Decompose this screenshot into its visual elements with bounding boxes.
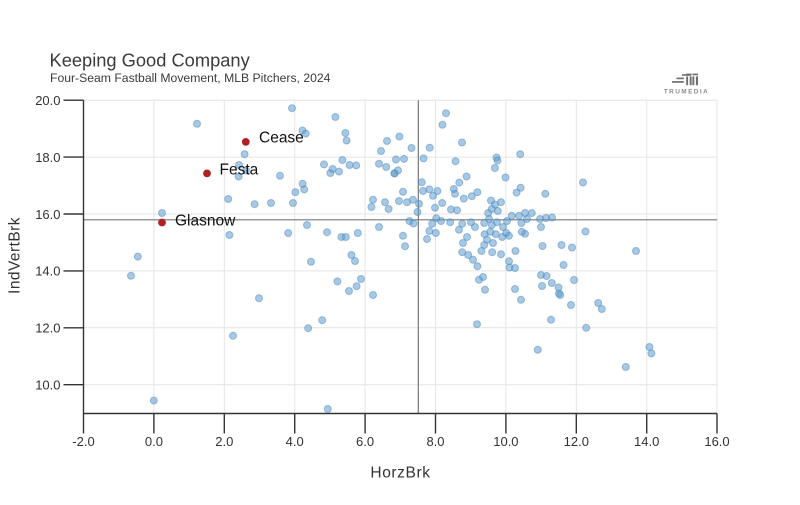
svg-text:Keeping Good Company: Keeping Good Company: [50, 50, 251, 71]
svg-text:14.0: 14.0: [634, 434, 659, 449]
svg-text:Four-Seam Fastball Movement, M: Four-Seam Fastball Movement, MLB Pitcher…: [50, 71, 331, 85]
svg-text:Cease: Cease: [259, 129, 304, 146]
svg-text:16.0: 16.0: [35, 207, 60, 222]
svg-text:16.0: 16.0: [704, 434, 729, 449]
svg-text:HorzBrk: HorzBrk: [370, 465, 430, 482]
svg-text:-2.0: -2.0: [72, 434, 94, 449]
svg-text:IndVertBrk: IndVertBrk: [7, 217, 24, 294]
svg-text:2.0: 2.0: [215, 434, 233, 449]
svg-text:18.0: 18.0: [35, 150, 60, 165]
svg-text:6.0: 6.0: [356, 434, 374, 449]
svg-text:Festa: Festa: [220, 162, 259, 179]
svg-text:4.0: 4.0: [286, 434, 304, 449]
svg-text:0.0: 0.0: [145, 434, 163, 449]
svg-text:Glasnow: Glasnow: [175, 212, 236, 229]
svg-text:12.0: 12.0: [564, 434, 589, 449]
svg-text:TRUMEDIA: TRUMEDIA: [664, 89, 709, 96]
svg-text:12.0: 12.0: [35, 321, 60, 336]
svg-text:20.0: 20.0: [35, 93, 60, 108]
svg-text:10.0: 10.0: [493, 434, 518, 449]
svg-text:14.0: 14.0: [35, 264, 60, 279]
svg-text:8.0: 8.0: [426, 434, 444, 449]
svg-text:10.0: 10.0: [35, 378, 60, 393]
